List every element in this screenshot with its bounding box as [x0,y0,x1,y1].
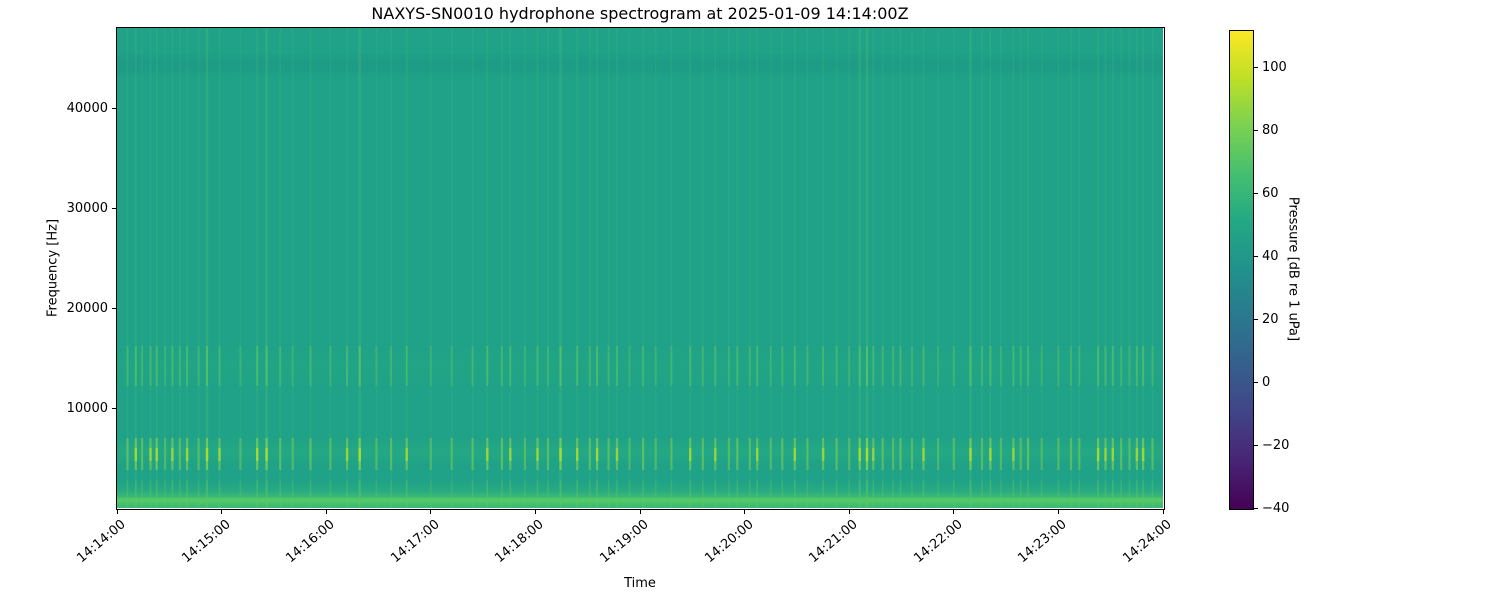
x-tick-label: 14:23:00 [1015,517,1071,567]
y-tick-mark [112,307,117,309]
colorbar-tick-mark [1254,67,1258,69]
y-tick-label: 20000 [66,300,108,316]
x-tick-label: 14:20:00 [701,517,757,567]
mid-freq-band [117,348,1163,386]
high-freq-band [117,52,1163,78]
x-tick-label: 14:19:00 [597,517,652,567]
y-tick-label: 30000 [66,200,108,216]
colorbar-tick-label: 20 [1262,311,1279,327]
x-tick-label: 14:22:00 [911,517,966,567]
x-tick-mark [116,509,118,514]
x-tick-mark [848,509,850,514]
colorbar-tick-label: −40 [1262,500,1290,516]
low-freq-band [117,481,1163,508]
click-freq-band [117,438,1163,466]
plot-title: NAXYS-SN0010 hydrophone spectrogram at 2… [371,4,909,23]
y-tick-label: 40000 [66,100,108,116]
y-tick-label: 10000 [66,400,108,416]
y-tick-mark [112,107,117,109]
y-tick-mark [112,407,117,409]
spectrogram-heatmap [117,28,1163,508]
x-tick-label: 14:17:00 [388,517,443,567]
x-tick-mark [1057,509,1059,514]
colorbar-tick-mark [1254,381,1258,383]
x-tick-label: 14:21:00 [806,517,861,567]
colorbar-tick-label: 0 [1262,374,1271,390]
colorbar-tick-label: 80 [1262,123,1279,139]
y-tick-mark [112,207,117,209]
x-tick-label: 14:18:00 [492,517,548,567]
colorbar-tick-mark [1254,130,1258,132]
x-tick-mark [534,509,536,514]
colorbar-tick-label: 100 [1262,60,1287,76]
x-tick-mark [744,509,746,514]
colorbar-tick-mark [1254,193,1258,195]
x-tick-mark [1162,509,1164,514]
x-tick-mark [430,509,432,514]
colorbar-tick-label: −20 [1262,437,1290,453]
x-tick-label: 14:24:00 [1120,517,1175,567]
x-tick-mark [953,509,955,514]
x-axis-label: Time [624,576,656,591]
x-tick-mark [221,509,223,514]
colorbar [1229,30,1254,510]
transient-streaks [126,28,1154,508]
x-tick-label: 14:16:00 [283,517,338,567]
colorbar-tick-label: 60 [1262,186,1279,202]
x-tick-mark [325,509,327,514]
x-tick-label: 14:14:00 [74,517,129,567]
x-tick-mark [639,509,641,514]
colorbar-tick-mark [1254,255,1258,257]
colorbar-tick-label: 40 [1262,248,1279,264]
colorbar-label: Pressure [dB re 1 uPa] [1285,196,1301,342]
colorbar-tick-mark [1254,444,1258,446]
x-tick-label: 14:15:00 [178,517,234,567]
colorbar-tick-mark [1254,507,1258,509]
colorbar-tick-mark [1254,318,1258,320]
